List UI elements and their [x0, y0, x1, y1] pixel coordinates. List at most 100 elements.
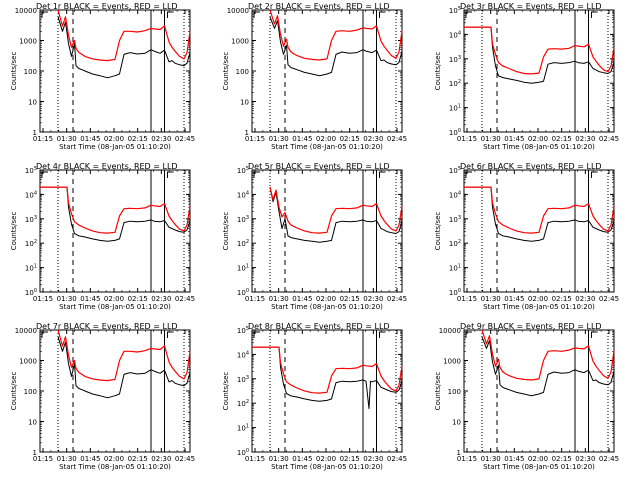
y-tick-label: 102	[449, 239, 461, 248]
x-tick-label: 02:30	[363, 295, 383, 303]
x-tick-label: 02:15	[552, 295, 572, 303]
bracket-mark	[253, 171, 260, 178]
y-tick-label: 1000	[231, 38, 249, 46]
x-tick-label: 02:45	[175, 295, 195, 303]
x-tick-label: 02:00	[316, 135, 336, 143]
y-tick-label: 100	[449, 128, 461, 137]
y-tick-label: 101	[25, 264, 37, 273]
x-axis-label: Start Time (08-Jan-05 01:10:20)	[271, 463, 383, 471]
x-tick-label: 01:45	[504, 295, 524, 303]
x-tick-label: 02:15	[128, 135, 148, 143]
y-tick-label: 100	[25, 288, 37, 297]
y-tick-label: 101	[237, 424, 249, 433]
y-tick-label: 1	[33, 129, 37, 137]
y-tick-label: 10	[240, 99, 249, 107]
y-tick-label: 104	[237, 350, 249, 359]
panel-6: Det 6r BLACK = Events, RED = LLD 100 101 10…	[434, 162, 619, 311]
x-tick-label: 02:00	[316, 455, 336, 463]
y-axis-label: Counts/sec	[434, 212, 442, 251]
y-tick-label: 103	[237, 215, 249, 224]
x-tick-label: 01:15	[33, 295, 53, 303]
y-tick-label: 104	[237, 190, 249, 199]
x-tick-label: 02:30	[363, 455, 383, 463]
x-tick-label: 02:45	[387, 135, 407, 143]
y-tick-label: 103	[237, 375, 249, 384]
y-tick-label: 1000	[19, 38, 37, 46]
events-series-line	[481, 336, 615, 397]
x-tick-label: 01:15	[457, 295, 477, 303]
y-axis-label: Counts/sec	[222, 52, 230, 91]
panel-2: Det 2r BLACK = Events, RED = LLD 1 10 100 10…	[222, 2, 407, 151]
y-tick-label: 10	[28, 99, 37, 107]
axes-frame	[251, 169, 403, 293]
events-series-line	[252, 346, 403, 410]
x-tick-label: 02:15	[552, 135, 572, 143]
axes-frame	[463, 169, 615, 293]
x-tick-label: 02:15	[128, 455, 148, 463]
y-tick-label: 105	[237, 326, 249, 335]
axes-frame	[251, 329, 403, 453]
chart-title: Det 4r BLACK = Events, RED = LLD	[36, 162, 178, 171]
x-tick-label: 02:00	[104, 135, 124, 143]
bracket-mark	[253, 11, 260, 18]
events-series-line	[464, 26, 615, 84]
x-tick-label: 01:45	[292, 455, 312, 463]
x-tick-label: 01:30	[269, 455, 289, 463]
x-tick-label: 02:30	[363, 135, 383, 143]
x-tick-label: 01:45	[292, 135, 312, 143]
x-tick-label: 02:30	[575, 295, 595, 303]
bracket-mark	[591, 331, 598, 338]
x-tick-label: 01:15	[245, 295, 265, 303]
x-tick-label: 02:45	[599, 455, 619, 463]
y-tick-label: 103	[25, 215, 37, 224]
x-tick-label: 01:15	[33, 455, 53, 463]
chart-title: Det 2r BLACK = Events, RED = LLD	[248, 2, 390, 11]
x-tick-label: 01:30	[57, 135, 77, 143]
x-axis-label: Start Time (08-Jan-05 01:10:20)	[483, 303, 595, 311]
x-axis-label: Start Time (08-Jan-05 01:10:20)	[59, 463, 171, 471]
chart-title: Det 9r BLACK = Events, RED = LLD	[460, 322, 602, 331]
bracket-mark	[167, 331, 174, 338]
y-tick-label: 10	[452, 419, 461, 427]
chart-title: Det 1r BLACK = Events, RED = LLD	[36, 2, 178, 11]
events-series-line	[40, 186, 191, 242]
y-axis-label: Counts/sec	[10, 212, 18, 251]
lld-series-line	[481, 329, 615, 381]
y-tick-label: 102	[449, 79, 461, 88]
x-tick-label: 02:00	[528, 295, 548, 303]
bracket-mark	[465, 331, 472, 338]
y-tick-label: 101	[237, 264, 249, 273]
x-tick-label: 02:00	[316, 295, 336, 303]
y-tick-label: 100	[449, 288, 461, 297]
x-tick-label: 02:00	[104, 455, 124, 463]
axes-frame	[39, 169, 191, 293]
y-tick-label: 1	[457, 449, 461, 457]
x-tick-label: 01:45	[80, 135, 100, 143]
x-tick-label: 02:00	[528, 135, 548, 143]
x-tick-label: 02:00	[104, 295, 124, 303]
x-tick-label: 01:45	[80, 295, 100, 303]
panel-5: Det 5r BLACK = Events, RED = LLD 100 101 10…	[222, 162, 407, 311]
y-axis-label: Counts/sec	[434, 372, 442, 411]
x-tick-label: 01:30	[481, 135, 501, 143]
x-tick-label: 02:45	[599, 135, 619, 143]
x-tick-label: 02:45	[175, 135, 195, 143]
x-tick-label: 02:45	[387, 295, 407, 303]
y-axis-label: Counts/sec	[222, 212, 230, 251]
y-tick-label: 1000	[443, 358, 461, 366]
panel-9: Det 9r BLACK = Events, RED = LLD 1 10 100 10…	[434, 322, 619, 471]
lld-series-line	[464, 186, 615, 234]
axes-frame	[39, 329, 191, 453]
y-tick-label: 105	[25, 166, 37, 175]
panel-7: Det 7r BLACK = Events, RED = LLD 1 10 100 10…	[10, 322, 195, 471]
y-tick-label: 105	[449, 6, 461, 15]
chart-title: Det 3r BLACK = Events, RED = LLD	[460, 2, 602, 11]
x-axis-label: Start Time (08-Jan-05 01:10:20)	[483, 143, 595, 151]
bracket-mark	[41, 11, 48, 18]
y-tick-label: 105	[237, 166, 249, 175]
y-tick-label: 1	[33, 449, 37, 457]
panel-8: Det 8r BLACK = Events, RED = LLD 100 101 10…	[222, 322, 407, 471]
events-series-line	[464, 186, 615, 242]
bracket-mark	[591, 171, 598, 178]
